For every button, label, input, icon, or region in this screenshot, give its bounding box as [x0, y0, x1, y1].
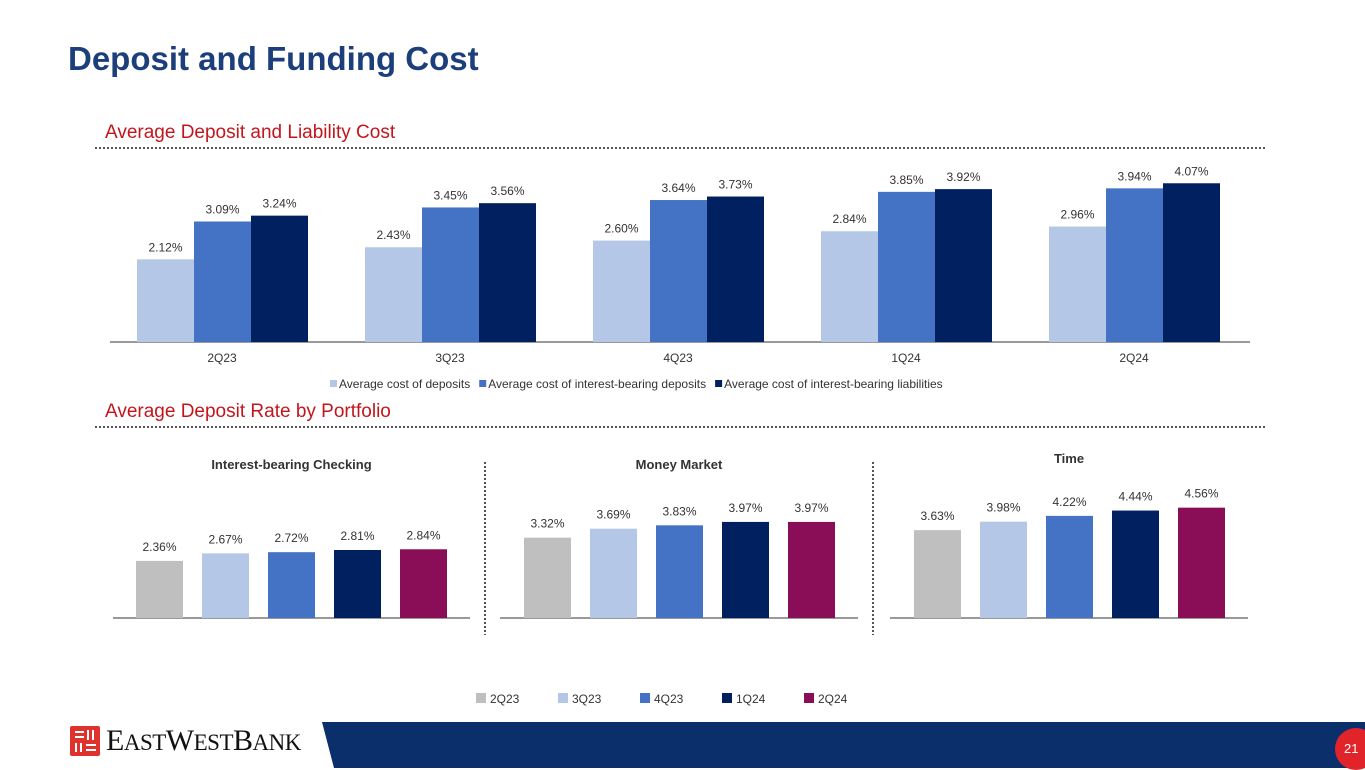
- bar: [593, 240, 650, 342]
- data-label: 3.73%: [718, 178, 752, 192]
- bar: [1112, 510, 1159, 618]
- bar: [137, 259, 194, 342]
- data-label: 2.84%: [406, 528, 440, 542]
- data-label: 3.56%: [490, 184, 524, 198]
- footer-band: [322, 722, 1365, 768]
- bar: [656, 525, 703, 618]
- bar: [590, 528, 637, 618]
- bar: [821, 231, 878, 342]
- x-tick-label: 4Q23: [663, 351, 693, 365]
- data-label: 3.97%: [728, 501, 762, 515]
- data-label: 2.60%: [604, 222, 638, 236]
- data-label: 3.92%: [946, 170, 980, 184]
- data-label: 3.69%: [596, 508, 630, 522]
- bar: [251, 215, 308, 342]
- legend-swatch: [640, 693, 650, 703]
- bar: [400, 549, 447, 618]
- chart-title: Time: [1054, 451, 1084, 466]
- bar: [878, 191, 935, 342]
- data-label: 3.63%: [920, 509, 954, 523]
- bar: [334, 549, 381, 618]
- bar: [479, 203, 536, 342]
- legend-label: 4Q23: [654, 692, 684, 706]
- legend-swatch: [558, 693, 568, 703]
- bar: [980, 521, 1027, 618]
- data-label: 2.43%: [376, 228, 410, 242]
- bar: [194, 221, 251, 342]
- bar: [1049, 226, 1106, 342]
- data-label: 4.44%: [1118, 490, 1152, 504]
- bar: [136, 560, 183, 618]
- bar: [788, 521, 835, 618]
- bar: [1163, 183, 1220, 342]
- bar: [1178, 507, 1225, 618]
- divider: [95, 147, 1265, 149]
- data-label: 3.64%: [661, 181, 695, 195]
- data-label: 2.36%: [142, 540, 176, 554]
- chart-title: Interest-bearing Checking: [211, 457, 371, 472]
- data-label: 3.45%: [433, 188, 467, 202]
- data-label: 2.72%: [274, 531, 308, 545]
- legend-label: 2Q23: [490, 692, 520, 706]
- data-label: 3.24%: [262, 197, 296, 211]
- legend-label: Average cost of deposits: [339, 377, 470, 391]
- data-label: 3.94%: [1117, 169, 1151, 183]
- data-label: 4.07%: [1174, 164, 1208, 178]
- data-label: 3.85%: [889, 173, 923, 187]
- data-label: 2.81%: [340, 529, 374, 543]
- data-label: 3.97%: [794, 501, 828, 515]
- data-label: 2.84%: [832, 212, 866, 226]
- data-label: 2.96%: [1060, 208, 1094, 222]
- data-label: 4.56%: [1184, 487, 1218, 501]
- x-tick-label: 2Q23: [207, 351, 237, 365]
- bank-logo-icon: [70, 726, 100, 756]
- page-number: 21: [1335, 728, 1365, 770]
- data-label: 3.32%: [530, 517, 564, 531]
- data-label: 3.09%: [205, 202, 239, 216]
- legend-label: 3Q23: [572, 692, 602, 706]
- legend-swatch: [722, 693, 732, 703]
- bar: [524, 537, 571, 618]
- section-title-deposit-cost: Average Deposit and Liability Cost: [105, 122, 396, 143]
- legend-label: 2Q24: [818, 692, 848, 706]
- page-title: Deposit and Funding Cost: [68, 40, 479, 77]
- bar: [935, 189, 992, 342]
- legend-swatch: [479, 380, 487, 387]
- data-label: 3.83%: [662, 504, 696, 518]
- bank-logo-text: EASTWESTBANK: [106, 724, 301, 757]
- x-tick-label: 1Q24: [891, 351, 921, 365]
- bar: [707, 196, 764, 342]
- data-label: 4.22%: [1052, 495, 1086, 509]
- legend-swatch: [476, 693, 486, 703]
- x-tick-label: 3Q23: [435, 351, 465, 365]
- data-label: 3.98%: [986, 501, 1020, 515]
- legend-label: Average cost of interest-bearing deposit…: [488, 377, 706, 391]
- data-label: 2.12%: [148, 240, 182, 254]
- section-title-portfolio: Average Deposit Rate by Portfolio: [105, 401, 391, 422]
- bar: [1046, 515, 1093, 618]
- bar: [914, 530, 961, 618]
- legend-swatch: [330, 380, 337, 387]
- bar: [1106, 188, 1163, 342]
- divider: [95, 426, 1265, 428]
- data-label: 2.67%: [208, 532, 242, 546]
- legend-label: 1Q24: [736, 692, 766, 706]
- bar: [202, 553, 249, 618]
- east-west-bank-logo: EASTWESTBANK: [70, 724, 301, 758]
- chart-title: Money Market: [636, 457, 723, 472]
- x-tick-label: 2Q24: [1119, 351, 1149, 365]
- legend-label: Average cost of interest-bearing liabili…: [724, 377, 943, 391]
- legend-swatch: [715, 380, 723, 387]
- bar: [268, 552, 315, 618]
- bar: [650, 200, 707, 342]
- bar: [365, 247, 422, 342]
- legend-swatch: [804, 693, 814, 703]
- bar: [422, 207, 479, 342]
- bar: [722, 521, 769, 618]
